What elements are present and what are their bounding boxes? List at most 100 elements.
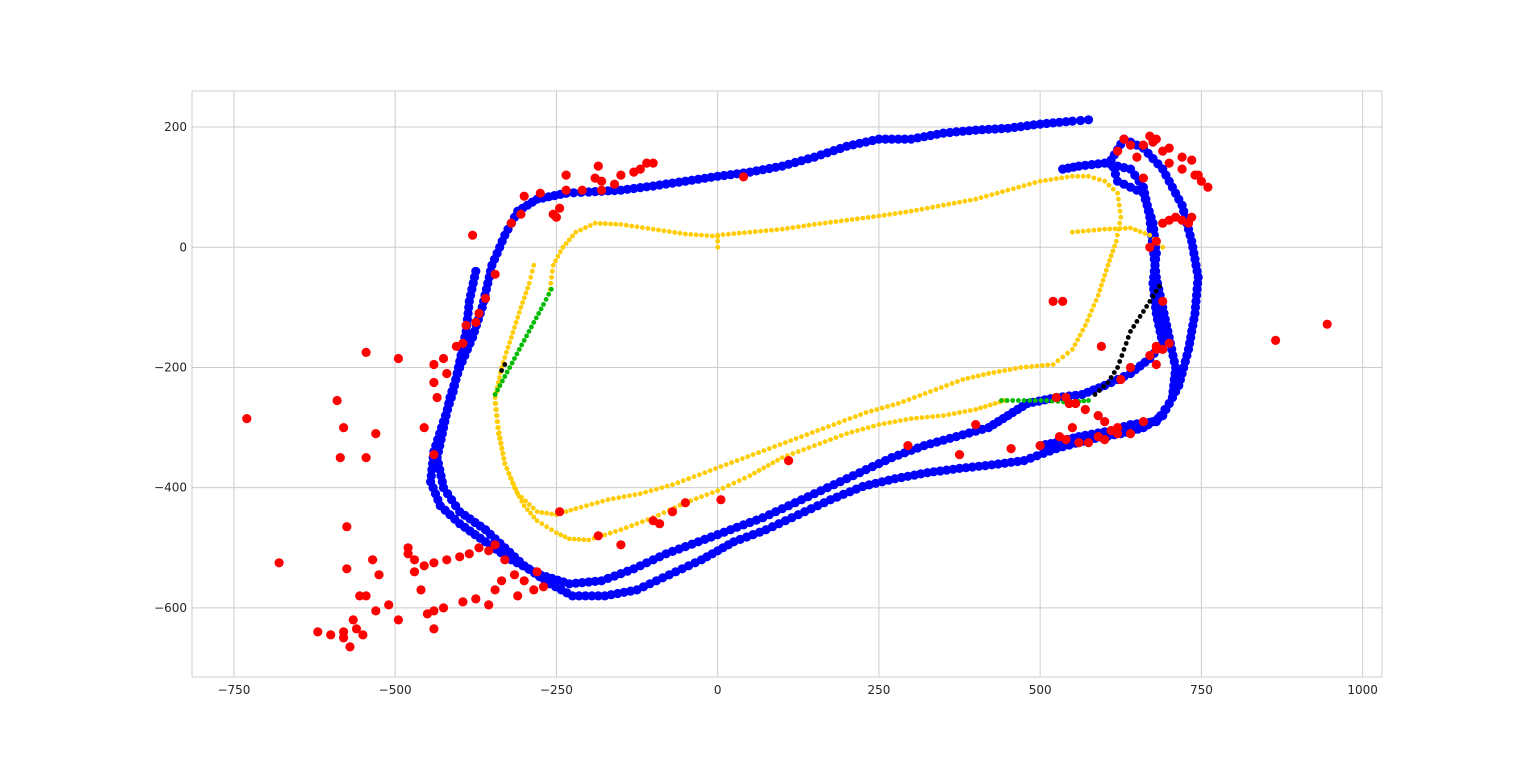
data-point: [593, 531, 603, 541]
data-point: [831, 422, 837, 427]
data-point: [709, 233, 715, 239]
data-point: [702, 470, 708, 476]
data-point: [783, 440, 788, 445]
data-point: [513, 320, 519, 325]
data-point: [990, 124, 1000, 134]
data-point: [742, 475, 747, 481]
x-tick-label: 750: [1190, 683, 1213, 697]
data-point: [769, 227, 774, 233]
data-point: [608, 221, 613, 227]
data-point: [623, 222, 629, 228]
data-point: [667, 507, 678, 517]
data-point: [1064, 174, 1070, 180]
x-tick-label: −500: [379, 683, 412, 697]
data-point: [1091, 227, 1097, 233]
data-point: [973, 407, 979, 412]
data-point: [1121, 347, 1127, 352]
data-point: [1081, 398, 1087, 404]
data-point: [984, 193, 989, 199]
data-point: [784, 456, 794, 466]
data-point: [523, 498, 528, 504]
data-point: [890, 402, 896, 408]
data-point: [642, 158, 652, 168]
data-point: [429, 624, 439, 634]
data-point: [1075, 229, 1081, 235]
y-tick-label: −600: [154, 601, 187, 615]
data-point: [242, 414, 252, 424]
data-point: [1048, 177, 1054, 183]
data-point: [640, 225, 645, 231]
data-point: [1023, 364, 1029, 370]
data-point: [761, 465, 767, 471]
data-point: [332, 395, 342, 406]
data-point: [1089, 308, 1095, 313]
data-point: [919, 206, 925, 212]
data-point: [949, 381, 955, 386]
data-point: [516, 494, 522, 500]
data-point: [1137, 229, 1143, 235]
data-point: [989, 192, 995, 198]
data-point: [496, 431, 501, 436]
data-point: [1112, 226, 1118, 232]
data-point: [1105, 262, 1111, 268]
data-point: [1032, 398, 1038, 403]
data-point: [600, 498, 605, 504]
data-point: [490, 585, 500, 595]
data-point: [409, 567, 420, 577]
data-point: [1116, 374, 1126, 385]
data-point: [1134, 319, 1140, 324]
data-point: [508, 335, 514, 340]
data-point: [1058, 296, 1068, 306]
data-point: [906, 397, 912, 402]
data-point: [930, 204, 936, 210]
data-point: [951, 411, 957, 416]
data-point: [1027, 181, 1032, 187]
data-point: [455, 552, 465, 562]
data-point: [935, 203, 941, 209]
data-point: [941, 202, 946, 208]
data-point: [499, 446, 504, 451]
data-point: [1138, 173, 1148, 183]
data-point: [1151, 134, 1161, 144]
data-point: [1145, 350, 1155, 361]
data-point: [1103, 267, 1109, 273]
data-point: [1093, 298, 1099, 303]
data-points: [242, 115, 1332, 652]
data-point: [957, 410, 962, 415]
data-point: [629, 523, 635, 529]
data-point: [1034, 363, 1040, 369]
data-point: [374, 570, 384, 580]
data-point: [1117, 226, 1123, 231]
data-point: [1080, 173, 1086, 179]
data-point: [528, 510, 533, 516]
data-point: [602, 532, 608, 538]
data-point: [618, 527, 624, 533]
data-point: [1043, 178, 1048, 183]
data-point: [1059, 175, 1065, 181]
data-point: [587, 591, 597, 601]
data-point: [903, 209, 909, 215]
data-point: [922, 391, 928, 396]
data-point: [747, 473, 753, 479]
data-point: [566, 237, 572, 243]
data-point: [756, 468, 762, 473]
data-point: [1164, 143, 1174, 153]
data-point: [1164, 158, 1174, 168]
data-point: [429, 359, 439, 370]
data-point: [519, 498, 525, 504]
data-point: [521, 503, 527, 509]
data-point: [709, 490, 715, 496]
data-point: [852, 414, 858, 419]
data-point: [1021, 183, 1027, 189]
data-point: [587, 223, 593, 228]
data-point: [654, 486, 659, 492]
data-point: [664, 483, 670, 489]
data-point: [752, 229, 758, 235]
data-point: [519, 576, 529, 586]
data-point: [693, 496, 699, 502]
data-point: [1032, 180, 1038, 186]
data-point: [549, 511, 554, 517]
data-point: [1085, 318, 1090, 323]
data-point: [1095, 292, 1101, 298]
data-point: [1115, 232, 1120, 238]
